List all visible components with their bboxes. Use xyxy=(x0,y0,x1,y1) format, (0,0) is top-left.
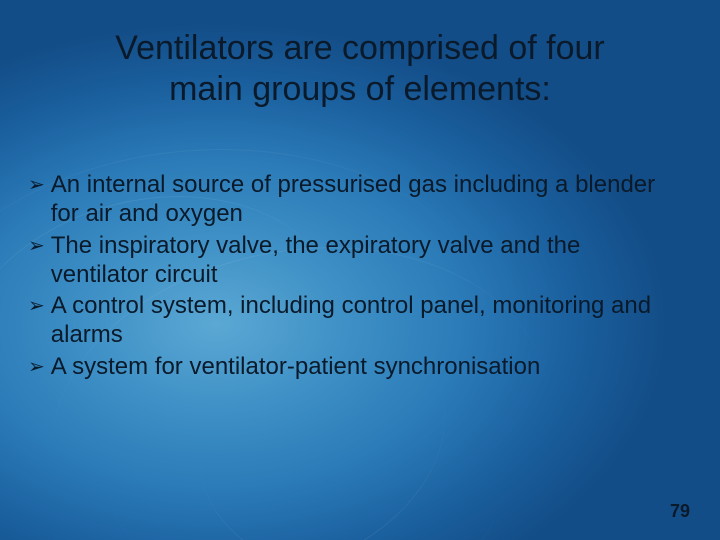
bullet-text: The inspiratory valve, the expiratory va… xyxy=(51,231,680,290)
list-item: ➢ An internal source of pressurised gas … xyxy=(28,170,680,229)
slide-title-line2: main groups of elements: xyxy=(169,70,551,108)
bullet-text: A system for ventilator-patient synchron… xyxy=(51,352,680,381)
slide-title: Ventilators are comprised of four main g… xyxy=(0,28,720,110)
bullet-icon: ➢ xyxy=(28,173,45,197)
slide: Ventilators are comprised of four main g… xyxy=(0,0,720,540)
list-item: ➢ The inspiratory valve, the expiratory … xyxy=(28,231,680,290)
bullet-icon: ➢ xyxy=(28,234,45,258)
bullet-icon: ➢ xyxy=(28,294,45,318)
list-item: ➢ A system for ventilator-patient synchr… xyxy=(28,352,680,381)
bullet-text: A control system, including control pane… xyxy=(51,291,680,350)
bullet-text: An internal source of pressurised gas in… xyxy=(51,170,680,229)
slide-title-line1: Ventilators are comprised of four xyxy=(115,29,604,67)
bg-swirl xyxy=(185,355,515,540)
slide-body: ➢ An internal source of pressurised gas … xyxy=(28,170,680,383)
page-number: 79 xyxy=(670,501,690,522)
list-item: ➢ A control system, including control pa… xyxy=(28,291,680,350)
bullet-icon: ➢ xyxy=(28,355,45,379)
